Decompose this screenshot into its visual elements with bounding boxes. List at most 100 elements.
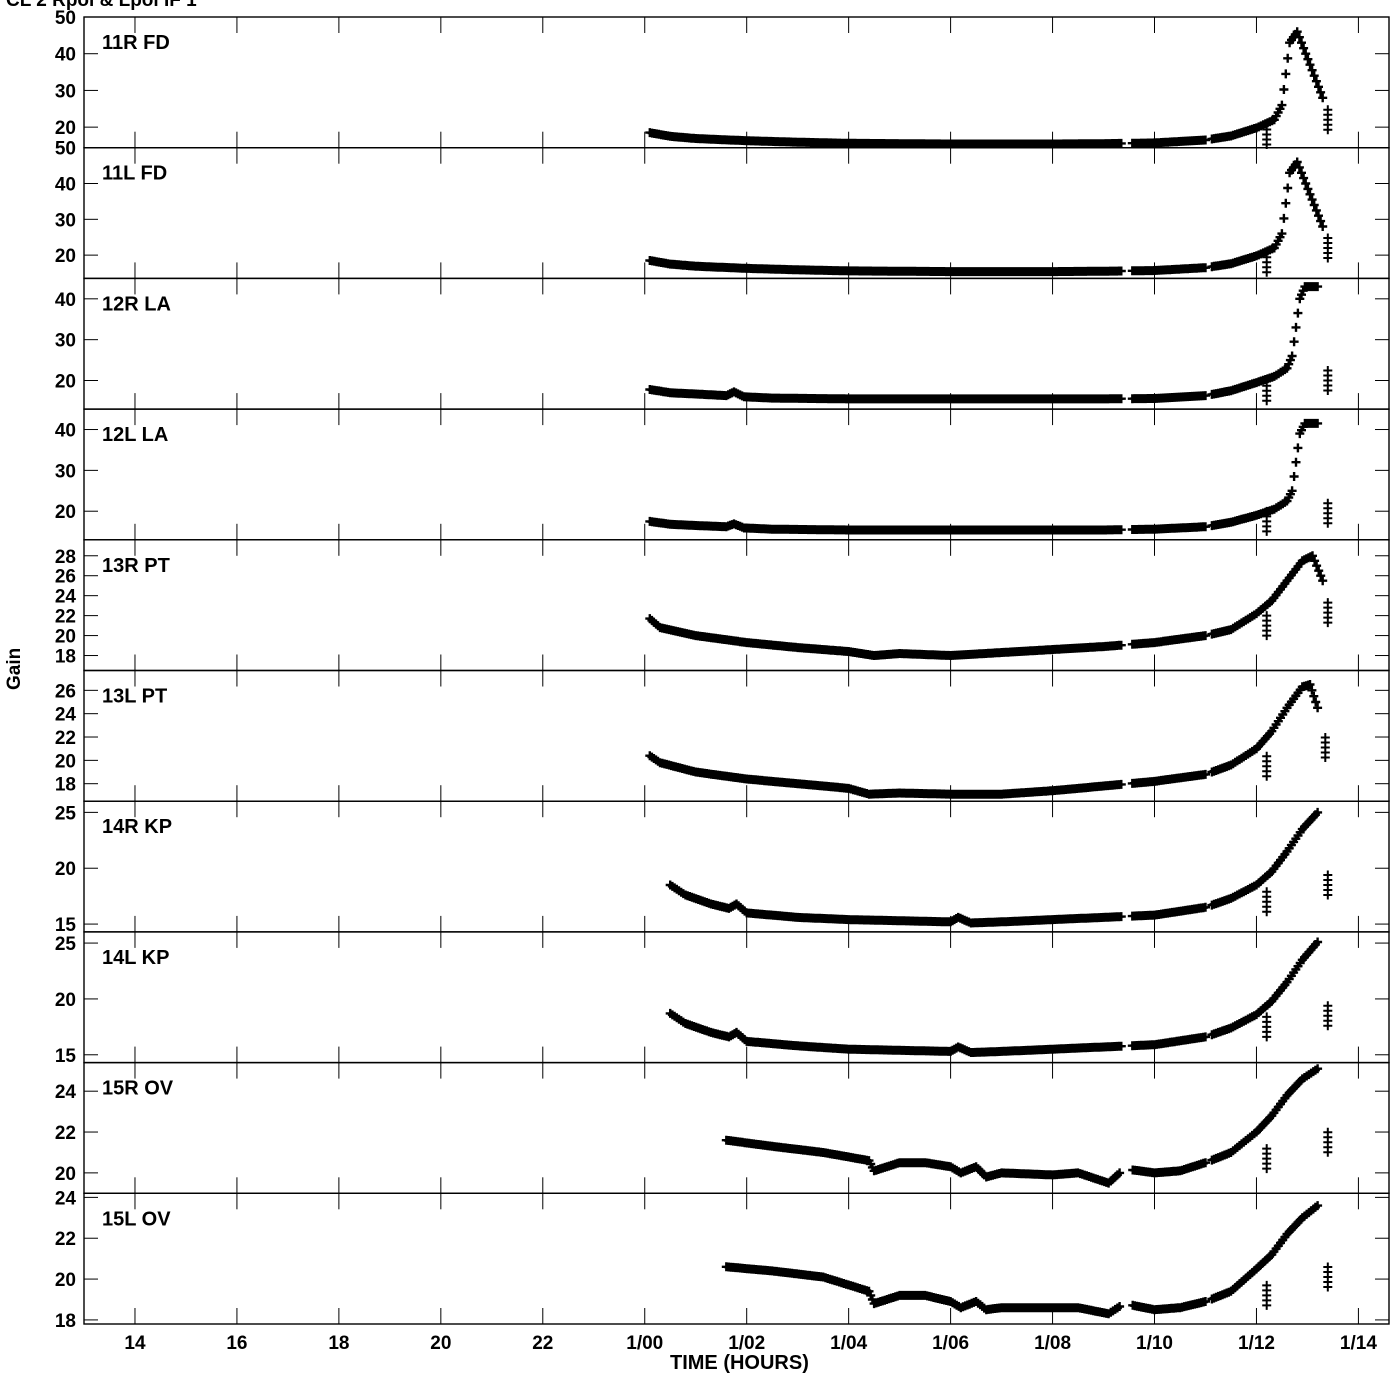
series-markers [645,282,1323,404]
outlier-markers [1262,247,1272,277]
y-tick-label: 22 [55,1229,76,1250]
outlier-markers [1323,498,1333,528]
series-markers [721,1064,1323,1188]
panel-label: 11L FD [102,163,167,185]
series-markers [665,937,1323,1057]
y-tick-label: 40 [55,175,76,196]
y-tick-label: 50 [55,8,76,29]
series-markers [665,807,1323,928]
y-tick-label: 20 [55,1270,76,1291]
outlier-markers [1323,105,1333,135]
y-tick-label: 28 [55,547,76,568]
panel-label: 12L LA [102,424,168,446]
y-tick-label: 24 [55,587,77,608]
panel-frame [83,539,1390,672]
y-tick-label: 24 [55,1082,77,1103]
outlier-markers [1262,887,1272,917]
panel-label: 11R FD [102,32,170,54]
outlier-markers [1323,870,1333,900]
x-tick-label: 1/10 [1136,1333,1173,1354]
outlier-markers [1323,233,1333,263]
panel-label: 15L OV [102,1208,171,1230]
outlier-markers [1262,506,1272,536]
y-tick-label: 20 [55,627,76,648]
outlier-markers [1323,1127,1333,1157]
series-markers [645,680,1323,799]
y-tick-label: 40 [55,45,76,66]
y-tick-label: 22 [55,1123,76,1144]
outlier-markers [1323,598,1333,628]
outlier-markers [1262,1280,1272,1310]
x-tick-label: 1/04 [830,1333,867,1354]
x-tick-label: 14 [124,1333,146,1354]
outlier-markers [1262,120,1272,149]
x-tick-label: 20 [430,1333,451,1354]
outlier-markers [1262,376,1272,406]
y-tick-label: 20 [55,1164,76,1185]
outlier-markers [1262,1144,1272,1174]
outlier-markers [1323,1262,1333,1292]
series-markers [645,27,1328,149]
series-markers [645,418,1323,535]
y-tick-label: 22 [55,728,76,749]
series-markers [645,157,1328,277]
x-tick-label: 22 [532,1333,553,1354]
y-tick-label: 20 [55,502,76,523]
panel-label: 15R OV [102,1078,174,1100]
panel-frame [83,1061,1390,1194]
y-tick-label: 26 [55,681,76,702]
x-tick-label: 1/14 [1340,1333,1377,1354]
x-tick-label: 16 [226,1333,247,1354]
x-tick-label: 1/06 [932,1333,969,1354]
y-tick-label: 20 [55,118,76,139]
y-tick-label: 18 [55,647,76,668]
panel-label: 14R KP [102,816,172,838]
outlier-markers [1262,611,1272,641]
y-tick-label: 30 [55,331,76,352]
panel-label: 13L PT [102,686,167,708]
x-tick-label: 1/00 [626,1333,663,1354]
y-tick-label: 20 [55,859,76,880]
x-tick-label: 1/08 [1034,1333,1071,1354]
y-tick-label: 20 [55,246,76,267]
panel-frame [83,1192,1390,1325]
y-tick-label: 20 [55,990,76,1011]
y-tick-label: 15 [55,1046,77,1067]
y-tick-label: 26 [55,567,76,588]
x-tick-label: 1/02 [728,1333,765,1354]
y-tick-label: 18 [55,775,76,796]
panel-frame [83,16,1390,149]
y-tick-label: 18 [55,1311,76,1332]
panel-label: 13R PT [102,555,170,577]
y-tick-label: 22 [55,607,76,628]
outlier-markers [1323,1001,1333,1031]
y-tick-label: 40 [55,290,76,311]
series-markers [721,1201,1323,1319]
y-tick-label: 24 [55,1188,77,1209]
y-tick-label: 25 [55,803,77,824]
y-tick-label: 30 [55,210,76,231]
outlier-markers [1262,1012,1272,1042]
outlier-markers [1323,366,1333,395]
y-tick-label: 25 [55,934,77,955]
y-tick-label: 50 [55,139,76,160]
y-tick-label: 40 [55,421,76,442]
outlier-markers [1320,733,1330,762]
panel-frame [83,408,1390,541]
series-markers [645,551,1328,660]
y-tick-label: 24 [55,705,77,726]
x-tick-label: 1/12 [1238,1333,1275,1354]
y-tick-label: 20 [55,751,76,772]
panel-label: 12R LA [102,293,171,315]
y-tick-label: 20 [55,372,76,393]
outlier-markers [1262,751,1272,781]
y-tick-label: 30 [55,81,76,102]
chart-title: CL 2 Rpol & Lpol IF 1 [6,0,197,11]
panel-frame [83,146,1390,280]
x-tick-label: 18 [328,1333,349,1354]
y-tick-label: 15 [55,915,77,936]
y-tick-label: 30 [55,461,76,482]
x-axis-label: TIME (HOURS) [670,1352,809,1374]
panel-label: 14L KP [102,947,169,969]
